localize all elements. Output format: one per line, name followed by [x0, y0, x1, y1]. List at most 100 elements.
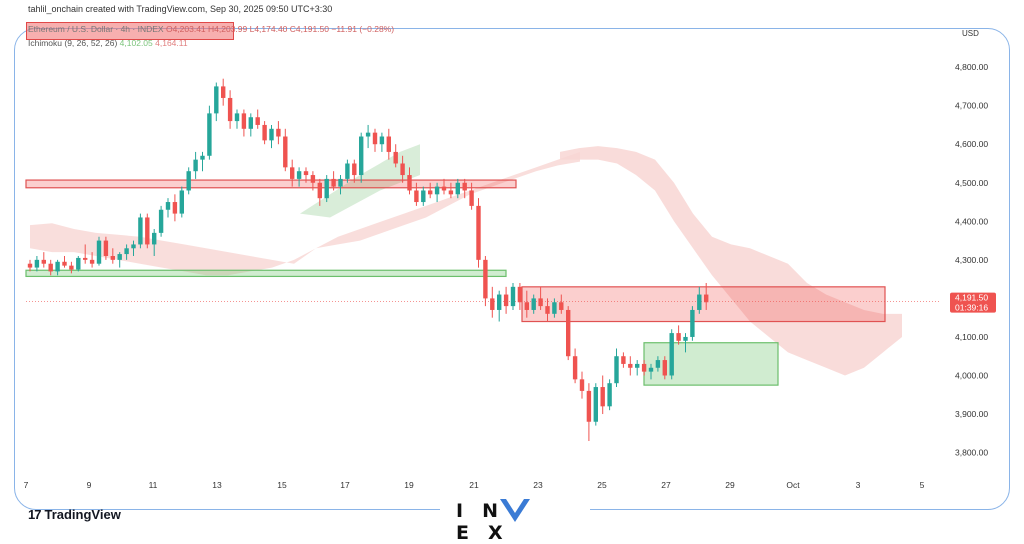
indicator-name: Ichimoku (9, 26, 52, 26) [28, 38, 118, 48]
indicator-legend[interactable]: Ichimoku (9, 26, 52, 26) 4,102.05 4,164.… [28, 38, 188, 48]
candle-body [655, 360, 661, 368]
ichimoku-cloud-future [560, 146, 902, 376]
candle-body [434, 186, 440, 195]
candle-body [248, 117, 253, 129]
candle-body [545, 306, 550, 314]
candle-body [648, 367, 654, 372]
time-tick-label: 19 [404, 480, 414, 490]
candle-body [117, 254, 122, 260]
price-tick-label: 4,800.00 [955, 62, 988, 72]
candle-body [103, 240, 109, 256]
candle-body [421, 190, 426, 203]
candle-body [96, 240, 102, 264]
candle-body [317, 182, 322, 199]
time-tick-label: 27 [661, 480, 671, 490]
candle-body [517, 286, 523, 303]
candle-body [365, 132, 371, 137]
candle-body [600, 387, 605, 407]
candle-body [448, 190, 454, 195]
price-tick-label: 4,400.00 [955, 216, 988, 226]
candle-body [414, 190, 419, 203]
candle-body [165, 202, 171, 210]
time-tick-label: 25 [597, 480, 607, 490]
price-tick-label: 4,300.00 [955, 255, 988, 265]
time-tick-label: 11 [149, 480, 158, 490]
current-price-badge [950, 292, 996, 313]
indicator-value-2: 4,164.11 [155, 38, 188, 48]
candle-body [586, 390, 592, 422]
candle-body [110, 256, 115, 260]
candle-body [234, 113, 240, 122]
candle-body [207, 113, 212, 156]
candle-body [690, 309, 695, 337]
symbol-name: Ethereum / U.S. Dollar · 4h · INDEX [28, 24, 164, 34]
candle-body [227, 97, 233, 122]
candle-body [345, 163, 350, 179]
candle-body [497, 294, 502, 310]
candle-body [490, 298, 495, 310]
candle-body [310, 175, 316, 183]
axis-currency: USD [962, 29, 979, 38]
candle-body [303, 171, 309, 176]
candle-body [379, 136, 385, 145]
candle-body [469, 190, 474, 206]
candle-body [386, 136, 391, 152]
invex-watermark: IN EX [440, 494, 590, 544]
invex-text: IN EX [456, 500, 522, 544]
candle-body [531, 298, 536, 310]
candle-body [27, 263, 33, 268]
candle-body [83, 257, 88, 260]
candle-body [483, 259, 488, 299]
candle-body [338, 178, 343, 187]
candle-body [200, 155, 205, 160]
time-tick-label: 7 [24, 480, 29, 490]
candle-body [621, 356, 626, 364]
candle-body [283, 136, 288, 168]
candle-body [359, 136, 364, 176]
candle-body [214, 86, 219, 114]
candle-body [324, 178, 329, 199]
candle-body [131, 244, 136, 249]
support-zone [25, 269, 507, 278]
credit-line: tahlil_onchain created with TradingView.… [28, 4, 333, 14]
time-tick-label: 21 [469, 480, 479, 490]
tradingview-logo: 17 TradingView [28, 507, 121, 522]
candle-body [641, 363, 647, 372]
candle-body [262, 124, 267, 141]
time-tick-label: 29 [725, 480, 735, 490]
candle-body [462, 182, 467, 191]
candle-body [407, 175, 412, 191]
time-tick-label: 5 [920, 480, 925, 490]
candle-body [566, 309, 571, 357]
candle-body [400, 163, 405, 176]
candle-body [614, 356, 619, 384]
time-tick-label: 13 [212, 480, 222, 490]
candle-body [172, 202, 178, 214]
time-tick-label: 15 [277, 480, 287, 490]
countdown-label: 01:39:16 [955, 303, 988, 313]
candle-body [276, 128, 281, 137]
candle-body [352, 163, 357, 176]
candle-body [152, 232, 157, 245]
candle-body [372, 132, 378, 145]
invex-v-icon [500, 499, 530, 522]
time-tick-label: Oct [786, 480, 800, 490]
candle-body [221, 86, 226, 98]
candle-body [296, 171, 302, 179]
candle-body [89, 259, 95, 264]
candle-body [559, 302, 564, 310]
candle-body [476, 205, 481, 260]
candle-body [662, 360, 667, 376]
candle-body [552, 302, 557, 314]
candle-body [441, 186, 447, 191]
symbol-legend[interactable]: Ethereum / U.S. Dollar · 4h · INDEX O4,2… [26, 22, 394, 40]
candle-body [255, 117, 260, 125]
candle-body [41, 259, 46, 264]
price-tick-label: 3,800.00 [955, 448, 988, 458]
candle-body [48, 263, 53, 272]
candle-body [76, 257, 81, 270]
candle-body [635, 363, 640, 368]
candle-body [186, 171, 191, 191]
candle-body [158, 209, 164, 233]
